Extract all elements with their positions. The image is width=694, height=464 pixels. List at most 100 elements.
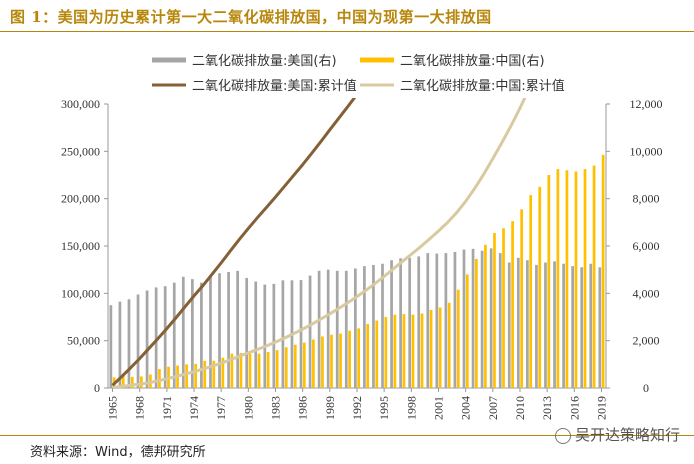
source-note: 资料来源：Wind，德邦研究所 xyxy=(30,445,206,460)
cn-emission-bar xyxy=(484,244,487,388)
us-emission-bar xyxy=(507,262,511,388)
cn-emission-bar xyxy=(348,330,351,388)
cn-emission-bar xyxy=(257,353,261,388)
us-emission-bar xyxy=(245,277,249,388)
cn-emission-bar xyxy=(556,169,560,388)
cn-emission-bar xyxy=(601,154,605,388)
cn-emission-bar xyxy=(429,309,433,388)
x-axis-tick-label: 2010 xyxy=(513,396,527,420)
wechat-icon xyxy=(554,427,571,444)
plot-area: 0 50,000 100,000 150,000 200,000 250,000 300,0… xyxy=(61,97,663,420)
us-emission-bar xyxy=(181,276,185,388)
us-emission-bar xyxy=(444,253,448,388)
cn-emission-bar xyxy=(438,307,442,388)
legend-label-us-bar: 二氧化碳排放量:美国(右) xyxy=(192,54,337,69)
cn-emission-bar xyxy=(465,274,469,388)
x-axis-tick-label: 1983 xyxy=(269,396,283,420)
us-emission-bar xyxy=(218,273,221,388)
chart-legend: 二氧化碳排放量:美国(右) 二氧化碳排放量:中国(右) 二氧化碳排放量:美国:累… xyxy=(152,54,565,94)
us-emission-bar xyxy=(236,270,239,388)
x-axis-tick-label: 1986 xyxy=(296,396,310,420)
cn-emission-bar xyxy=(475,259,478,388)
us-emission-bar xyxy=(227,272,230,388)
cn-emission-bar xyxy=(212,360,216,388)
cn-emission-bar xyxy=(339,333,342,388)
legend-label-us-cum: 二氧化碳排放量:美国:累计值 xyxy=(192,78,357,94)
left-axis-tick-label: 150,000 xyxy=(61,239,100,253)
x-axis-tick-label: 1989 xyxy=(323,396,337,420)
us-emission-bar xyxy=(498,253,502,388)
cn-emission-bar xyxy=(583,169,587,388)
us-emission-bar xyxy=(209,276,212,388)
cn-emission-bar xyxy=(402,314,406,388)
x-axis-tick-label: 2007 xyxy=(486,396,500,420)
us-emission-bar xyxy=(281,280,285,388)
cn-emission-bar xyxy=(538,186,542,388)
us-emission-bar xyxy=(489,248,493,388)
cn-emission-bar xyxy=(456,289,460,388)
title-divider xyxy=(0,31,694,32)
x-axis-tick-label: 1971 xyxy=(160,396,174,420)
right-axis-tick-label: 10,000 xyxy=(630,144,663,158)
cn-emission-bar xyxy=(574,171,578,388)
cn-emission-bar xyxy=(393,314,397,388)
us-emission-bar xyxy=(480,250,484,388)
us-emission-bar xyxy=(426,253,430,388)
cn-emission-bar xyxy=(529,195,533,388)
cn-emission-bar xyxy=(130,376,134,388)
cn-emission-bar xyxy=(511,221,514,388)
left-axis-tick-label: 200,000 xyxy=(61,192,100,206)
cn-emission-bar xyxy=(493,232,496,388)
us-emission-bar xyxy=(172,282,176,388)
cn-emission-bar xyxy=(284,347,288,388)
us-emission-bar xyxy=(571,266,575,388)
us-emission-bar xyxy=(580,267,584,388)
x-axis-tick-label: 2016 xyxy=(567,396,581,420)
cn-emission-bar xyxy=(411,314,415,388)
us-emission-bar xyxy=(308,275,312,388)
x-axis-tick-label: 2013 xyxy=(540,396,554,420)
us-emission-bar xyxy=(344,270,348,388)
co2-emissions-chart: 二氧化碳排放量:美国(右) 二氧化碳排放量:中国(右) 二氧化碳排放量:美国:累… xyxy=(61,54,663,420)
right-axis-tick-label: 6,000 xyxy=(633,239,660,253)
x-axis-tick-label: 2001 xyxy=(431,396,445,420)
cn-emission-bar xyxy=(565,170,569,388)
us-emission-bar xyxy=(326,269,330,388)
us-emission-bar xyxy=(471,248,475,388)
us-emission-bar xyxy=(372,264,375,388)
cn-emission-bar xyxy=(520,209,523,388)
cn-emission-bar xyxy=(420,313,424,388)
us-emission-bar xyxy=(381,263,384,388)
us-emission-bar xyxy=(462,249,466,388)
us-cumulative-line xyxy=(111,98,357,387)
cn-emission-bar xyxy=(312,339,315,388)
us-emission-bar xyxy=(145,290,149,388)
cn-emission-bar xyxy=(266,352,270,388)
us-emission-bar xyxy=(299,280,303,388)
left-axis-tick-label: 100,000 xyxy=(61,286,100,300)
cn-emission-bar xyxy=(375,320,379,388)
cn-emission-bar xyxy=(366,324,370,388)
us-emission-bar xyxy=(154,287,158,388)
left-axis-tick-label: 50,000 xyxy=(67,334,100,348)
cn-emission-bar xyxy=(158,369,161,388)
us-emission-bar xyxy=(562,263,565,388)
right-axis-tick-label: 4,000 xyxy=(633,286,660,300)
us-emission-bar xyxy=(526,260,529,388)
cn-emission-bar xyxy=(302,342,306,388)
legend-label-cn-bar: 二氧化碳排放量:中国(右) xyxy=(400,54,545,69)
us-emission-bar xyxy=(363,266,366,388)
us-emission-bar xyxy=(535,264,538,388)
x-axis-tick-label: 1977 xyxy=(214,396,228,420)
cn-emission-bar xyxy=(230,353,234,388)
us-emission-bar xyxy=(390,260,393,388)
cn-emission-bar xyxy=(502,228,505,388)
cn-emission-bar xyxy=(221,357,225,388)
cn-emission-bar xyxy=(121,375,125,388)
cn-emission-bar xyxy=(592,165,596,388)
us-emission-bar xyxy=(136,294,140,388)
cn-emission-bar xyxy=(321,336,324,388)
watermark-label: 吴开达策略知行 xyxy=(574,426,680,444)
cn-emission-bar xyxy=(185,364,188,388)
x-axis-tick-label: 1998 xyxy=(404,396,418,420)
